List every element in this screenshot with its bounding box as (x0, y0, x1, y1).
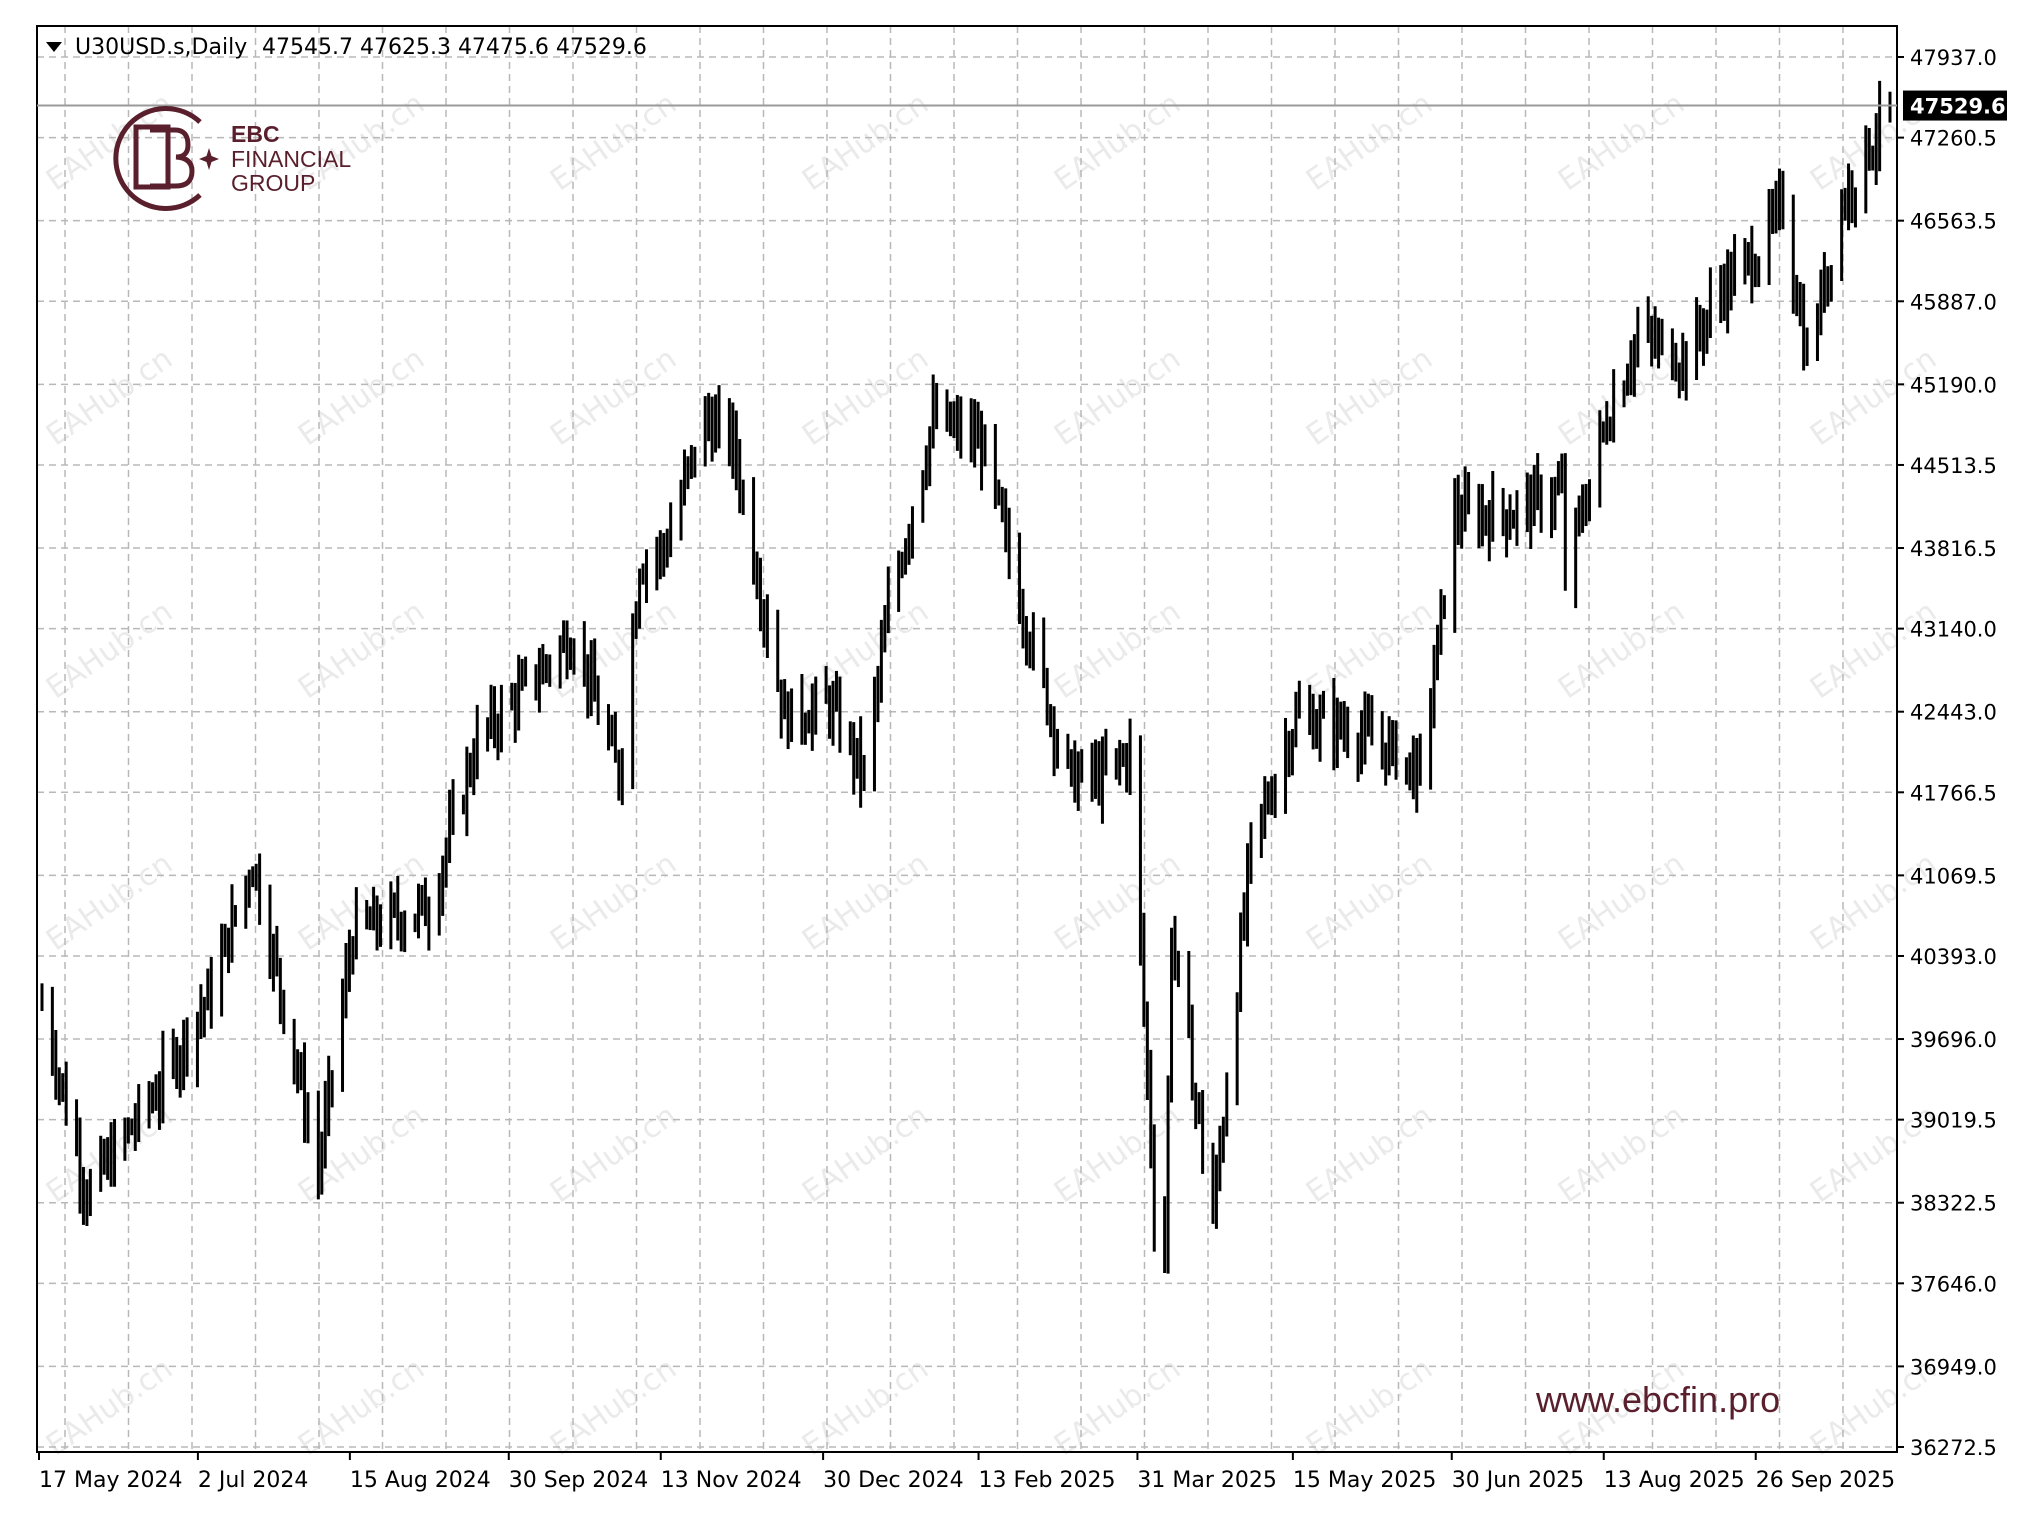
watermark-text: EAHub.cn (1048, 594, 1187, 706)
y-tick-label: 39696.0 (1910, 1028, 1997, 1052)
watermark-text: EAHub.cn (1552, 341, 1691, 453)
watermark-text: EAHub.cn (1552, 1098, 1691, 1210)
price-axis: 47937.0 47260.5 46563.5 45887.0 45190.0 44513… (1897, 46, 1997, 1460)
watermark-text: EAHub.cn (40, 594, 179, 706)
watermark-text: EAHub.cn (1300, 1098, 1439, 1210)
y-tick-label: 39019.5 (1910, 1109, 1997, 1133)
watermark-text: EAHub.cn (1552, 594, 1691, 706)
ohlc-values: 47545.7 47625.3 47475.6 47529.6 (262, 35, 647, 60)
x-tick-label: 30 Dec 2024 (823, 1468, 964, 1493)
watermark-text: EAHub.cn (292, 594, 431, 706)
y-tick-label: 38322.5 (1910, 1192, 1997, 1216)
watermark-text: EAHub.cn (544, 1098, 683, 1210)
watermark-text: EAHub.cn (544, 86, 683, 198)
watermark-text: EAHub.cn (544, 846, 683, 958)
watermark-text: EAHub.cn (544, 341, 683, 453)
current-price-label: 47529.6 (1910, 95, 2006, 119)
brand-url[interactable]: www.ebcfin.pro (1535, 1379, 1780, 1420)
watermark-text: EAHub.cn (1804, 594, 1943, 706)
watermark-text: EAHub.cn (1048, 846, 1187, 958)
y-tick-label: 43140.0 (1910, 618, 1997, 642)
y-tick-label: 47937.0 (1910, 46, 1997, 70)
symbol-label: U30USD.s,Daily (75, 35, 247, 60)
plot-area-border (36, 25, 1898, 1453)
watermark-text: EAHub.cn (40, 846, 179, 958)
logo-text-line2: FINANCIAL (231, 146, 351, 172)
watermark-text: EAHub.cn (292, 1098, 431, 1210)
y-tick-label: 42443.0 (1910, 701, 1997, 725)
watermark-text: EAHub.cn (1048, 341, 1187, 453)
x-tick-label: 13 Feb 2025 (979, 1468, 1116, 1493)
x-tick-label: 17 May 2024 (39, 1468, 182, 1493)
watermark-text: EAHub.cn (1300, 594, 1439, 706)
watermark-text: EAHub.cn (796, 846, 935, 958)
x-tick-label: 13 Aug 2025 (1604, 1468, 1745, 1493)
current-price-tag: 47529.6 (1903, 90, 2007, 121)
y-tick-label: 47260.5 (1910, 127, 1997, 151)
ohlc-bars (40, 80, 1892, 1274)
y-tick-label: 41069.5 (1910, 864, 1997, 888)
watermark-text: EAHub.cn (40, 341, 179, 453)
watermark-text: EAHub.cn (796, 1098, 935, 1210)
logo-b-icon (150, 127, 195, 189)
y-tick-label: 36949.0 (1910, 1355, 1997, 1379)
logo-text-line1: EBC (231, 121, 280, 147)
watermark-text: EAHub.cn (1300, 341, 1439, 453)
y-tick-label: 44513.5 (1910, 454, 1997, 478)
watermark-text: EAHub.cn (292, 846, 431, 958)
x-tick-label: 15 May 2025 (1293, 1468, 1436, 1493)
watermark-text: EAHub.cn (1300, 86, 1439, 198)
logo-star-icon (199, 148, 219, 170)
y-tick-label: 37646.0 (1910, 1272, 1997, 1296)
logo-text-line3: GROUP (231, 170, 315, 196)
time-axis: 17 May 2024 2 Jul 2024 15 Aug 2024 30 Sep 2… (38, 1452, 1895, 1493)
logo-ring-icon (113, 106, 202, 211)
watermark-layer: EAHub.cn EAHub.cn EAHub.cn EAHub.cn EAHub.cn… (40, 86, 1943, 1463)
watermark-text: EAHub.cn (1048, 86, 1187, 198)
y-tick-label: 45190.0 (1910, 373, 1997, 397)
y-tick-label: 36272.5 (1910, 1436, 1997, 1460)
x-tick-label: 30 Jun 2025 (1452, 1468, 1584, 1493)
y-tick-label: 40393.0 (1910, 945, 1997, 969)
dropdown-triangle-icon[interactable] (46, 42, 62, 52)
x-tick-label: 26 Sep 2025 (1756, 1468, 1895, 1493)
x-tick-label: 15 Aug 2024 (350, 1468, 491, 1493)
watermark-text: EAHub.cn (1552, 846, 1691, 958)
x-tick-label: 13 Nov 2024 (661, 1468, 802, 1493)
watermark-text: EAHub.cn (40, 86, 179, 198)
watermark-text: EAHub.cn (1300, 846, 1439, 958)
watermark-text: EAHub.cn (292, 341, 431, 453)
y-tick-label: 43816.5 (1910, 537, 1997, 561)
watermark-text: EAHub.cn (1048, 1098, 1187, 1210)
watermark-text: EAHub.cn (796, 341, 935, 453)
ebc-logo: EBC FINANCIAL GROUP (113, 106, 351, 211)
chart-header: U30USD.s,Daily 47545.7 47625.3 47475.6 4… (46, 35, 647, 60)
watermark-text: EAHub.cn (1552, 86, 1691, 198)
y-tick-label: 41766.5 (1910, 781, 1997, 805)
watermark-text: EAHub.cn (1804, 846, 1943, 958)
y-tick-label: 45887.0 (1910, 290, 1997, 314)
x-tick-label: 31 Mar 2025 (1137, 1468, 1276, 1493)
watermark-text: EAHub.cn (796, 86, 935, 198)
y-tick-label: 46563.5 (1910, 210, 1997, 234)
x-tick-label: 2 Jul 2024 (198, 1468, 309, 1493)
x-tick-label: 30 Sep 2024 (509, 1468, 648, 1493)
chart-grid (37, 26, 1897, 1452)
